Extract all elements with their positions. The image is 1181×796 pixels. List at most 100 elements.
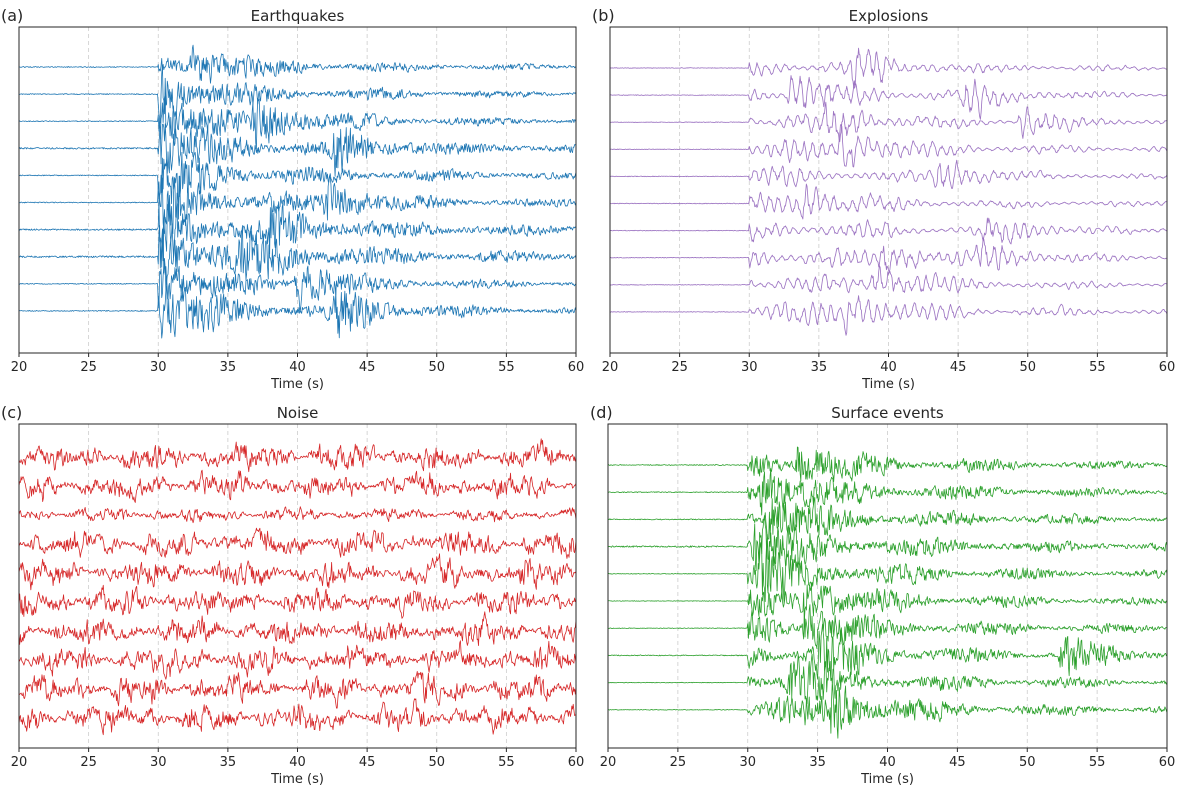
trace-line	[607, 515, 1168, 572]
x-tick-label: 30	[150, 360, 167, 375]
x-tick-label: 45	[359, 360, 376, 375]
trace-line	[607, 497, 1168, 540]
chart-title: Explosions	[849, 7, 929, 25]
x-tick-label: 20	[600, 755, 617, 770]
grid	[88, 424, 507, 748]
trace-line	[18, 151, 577, 207]
trace-line	[609, 237, 1168, 273]
x-tick-label: 40	[880, 360, 897, 375]
trace-line	[18, 584, 577, 619]
chart-title: Noise	[277, 404, 319, 422]
trace-line	[609, 295, 1168, 336]
trace-line	[607, 604, 1168, 650]
panel-4: (d) Surface events 20 25 30 35 40 45 50 55 60 Time …	[590, 403, 1175, 787]
x-tick-label: 30	[150, 755, 167, 770]
trace-line	[607, 681, 1168, 739]
panel-label: (c)	[1, 403, 22, 422]
x-tick-label: 35	[809, 755, 826, 770]
grid	[88, 27, 507, 353]
x-tick-label: 40	[879, 755, 896, 770]
trace-line	[18, 285, 577, 339]
x-tick-label: 25	[670, 755, 687, 770]
trace-line	[607, 653, 1168, 705]
x-tick-label: 50	[1019, 755, 1036, 770]
trace-line	[609, 183, 1167, 220]
x-tick-label: 35	[220, 360, 237, 375]
trace-line	[18, 506, 577, 524]
trace-line	[607, 542, 1168, 604]
x-axis: 20 25 30 35 40 45 50 55 60	[602, 353, 1176, 375]
trace-line	[609, 47, 1168, 88]
trace-line	[607, 623, 1168, 682]
x-tick-label: 35	[220, 755, 237, 770]
trace-line	[18, 553, 577, 591]
x-tick-label: 60	[1159, 755, 1176, 770]
x-tick-label: 35	[811, 360, 828, 375]
x-tick-label: 40	[289, 360, 306, 375]
x-tick-label: 55	[1089, 360, 1106, 375]
trace-line	[18, 438, 577, 473]
x-tick-label: 20	[11, 755, 28, 770]
x-tick-label: 30	[741, 360, 758, 375]
trace-line	[607, 581, 1168, 622]
grid	[679, 27, 1098, 353]
trace-line	[609, 124, 1168, 168]
panel-1: (a) Earthquakes 20 25 30 35 40 45 50 55 60 Time (s)	[1, 6, 584, 392]
panel-3: (c) Noise 20 25 30 35 40 45 50 55 60 Time (s)	[1, 403, 584, 787]
trace-line	[18, 44, 577, 84]
chart-title: Surface events	[831, 404, 944, 422]
panel-label: (b)	[592, 6, 615, 25]
x-axis-label: Time (s)	[270, 377, 324, 392]
trace-line	[609, 75, 1168, 120]
panel-label: (d)	[590, 403, 613, 422]
x-tick-label: 55	[498, 360, 515, 375]
panel-2: (b) Explosions 20 25 30 35 40 45 50 55 60 Time (s)	[592, 6, 1175, 392]
trace-line	[609, 159, 1168, 190]
x-tick-label: 25	[671, 360, 688, 375]
trace-line	[18, 527, 577, 559]
trace-line	[609, 265, 1168, 294]
x-tick-label: 20	[11, 360, 28, 375]
x-tick-label: 60	[568, 360, 585, 375]
x-tick-label: 50	[428, 360, 445, 375]
x-tick-label: 45	[950, 360, 967, 375]
x-tick-label: 50	[1019, 360, 1036, 375]
x-tick-label: 50	[428, 755, 445, 770]
panel-label: (a)	[1, 6, 23, 25]
x-tick-label: 20	[602, 360, 619, 375]
grid	[677, 424, 1098, 748]
trace-line	[18, 64, 577, 124]
x-axis: 20 25 30 35 40 45 50 55 60	[11, 748, 585, 770]
x-axis-label: Time (s)	[270, 772, 324, 787]
x-tick-label: 30	[739, 755, 756, 770]
x-tick-label: 55	[1089, 755, 1106, 770]
x-tick-label: 40	[289, 755, 306, 770]
trace-line	[18, 469, 577, 503]
trace-line	[18, 198, 577, 262]
x-tick-label: 60	[1159, 360, 1176, 375]
trace-line	[18, 258, 577, 313]
trace-line	[609, 217, 1168, 245]
traces	[18, 438, 577, 736]
x-tick-label: 45	[359, 755, 376, 770]
trace-line	[18, 640, 577, 680]
trace-line	[609, 101, 1168, 143]
trace-line	[18, 670, 577, 709]
trace-line	[607, 446, 1168, 482]
trace-line	[18, 93, 577, 149]
x-axis: 20 25 30 35 40 45 50 55 60	[11, 353, 585, 375]
x-tick-label: 45	[949, 755, 966, 770]
x-tick-label: 25	[80, 755, 97, 770]
trace-line	[18, 123, 577, 177]
trace-line	[18, 225, 577, 283]
trace-line	[18, 174, 577, 235]
x-axis-label: Time (s)	[861, 377, 915, 392]
x-axis: 20 25 30 35 40 45 50 55 60	[600, 748, 1176, 770]
trace-line	[607, 468, 1168, 516]
trace-line	[18, 698, 577, 736]
x-tick-label: 60	[568, 755, 585, 770]
trace-line	[18, 611, 577, 646]
x-tick-label: 25	[80, 360, 97, 375]
traces	[609, 47, 1168, 336]
